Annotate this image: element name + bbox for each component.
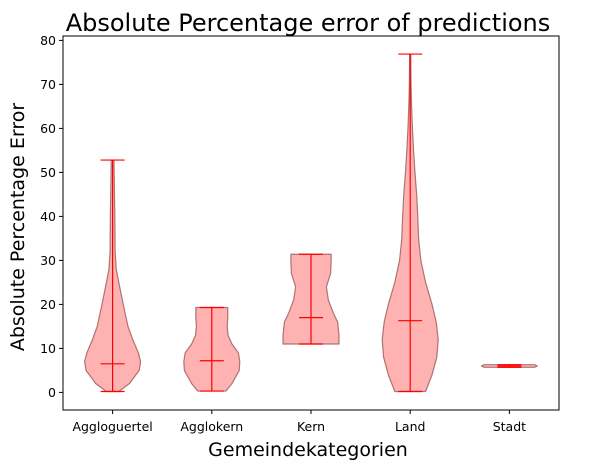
y-axis: 0 10 20 30 40 50 60 70 80 <box>40 33 63 400</box>
x-tick-label: Land <box>395 419 425 434</box>
x-axis-label: Gemeindekategorien <box>208 439 408 461</box>
chart-title: Absolute Percentage error of predictions <box>66 9 551 37</box>
y-tick-label: 80 <box>40 33 56 48</box>
y-tick-label: 50 <box>40 165 56 180</box>
y-tick-label: 10 <box>40 341 56 356</box>
y-tick-label: 40 <box>40 209 56 224</box>
x-tick-label: Agglokern <box>180 419 243 434</box>
x-axis: Aggloguertel Agglokern Kern Land Stadt <box>72 410 526 434</box>
y-axis-label: Absolute Percentage Error <box>7 103 29 352</box>
y-tick-label: 60 <box>40 121 56 136</box>
y-tick-label: 30 <box>40 253 56 268</box>
x-tick-label: Kern <box>297 419 325 434</box>
x-tick-label: Stadt <box>493 419 526 434</box>
y-tick-label: 70 <box>40 77 56 92</box>
violin-stats <box>100 53 522 393</box>
y-tick-label: 0 <box>48 385 56 400</box>
x-tick-label: Aggloguertel <box>72 419 152 434</box>
y-tick-label: 20 <box>40 297 56 312</box>
